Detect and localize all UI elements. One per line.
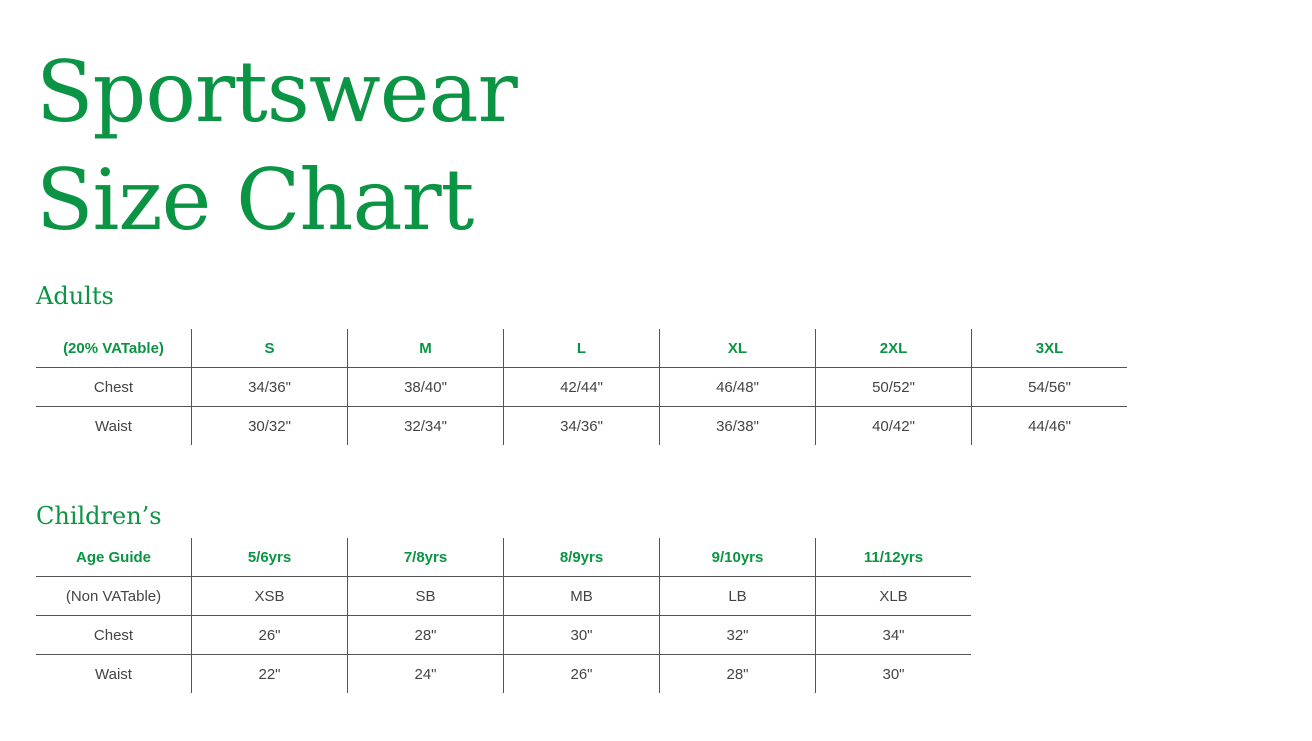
table-row: Waist 30/32" 32/34" 34/36" 36/38" 40/42" 44/46… bbox=[36, 406, 1127, 445]
column-header: 2XL bbox=[815, 329, 972, 368]
table-cell: SB bbox=[347, 576, 504, 616]
table-cell: 34/36" bbox=[191, 367, 348, 407]
children-size-table: Age Guide 5/6yrs 7/8yrs 8/9yrs 9/10yrs 11/12y… bbox=[36, 538, 971, 693]
table-header-row: Age Guide 5/6yrs 7/8yrs 8/9yrs 9/10yrs 11/12y… bbox=[36, 538, 971, 577]
table-cell: 24" bbox=[347, 654, 504, 693]
title-line-2: Size Chart bbox=[36, 151, 474, 249]
row-label: Chest bbox=[36, 367, 192, 407]
table-cell: 28" bbox=[347, 615, 504, 655]
table-cell: 30" bbox=[815, 654, 971, 693]
table-cell: 28" bbox=[659, 654, 816, 693]
column-header: 11/12yrs bbox=[815, 538, 971, 577]
row-label: Waist bbox=[36, 406, 192, 445]
adults-size-table: (20% VATable) S M L XL 2XL 3XL Chest 34/36" 38/40… bbox=[36, 329, 1127, 445]
table-header-row: (20% VATable) S M L XL 2XL 3XL bbox=[36, 329, 1127, 368]
table-cell: 34" bbox=[815, 615, 971, 655]
column-header: L bbox=[503, 329, 660, 368]
table-cell: LB bbox=[659, 576, 816, 616]
table-cell: XLB bbox=[815, 576, 971, 616]
title-line-1: Sportswear bbox=[36, 43, 518, 141]
column-header: S bbox=[191, 329, 348, 368]
column-header: (20% VATable) bbox=[63, 339, 164, 357]
table-cell: 42/44" bbox=[503, 367, 660, 407]
table-cell: 30" bbox=[503, 615, 660, 655]
table-cell: 40/42" bbox=[815, 406, 972, 445]
column-header: M bbox=[347, 329, 504, 368]
column-header: XL bbox=[659, 329, 816, 368]
table-cell: 32" bbox=[659, 615, 816, 655]
table-cell: 54/56" bbox=[971, 367, 1127, 407]
column-header: 9/10yrs bbox=[659, 538, 816, 577]
table-cell: 44/46" bbox=[971, 406, 1127, 445]
page-title: Sportswear Size Chart bbox=[36, 38, 518, 254]
column-header: 7/8yrs bbox=[347, 538, 504, 577]
column-header: 3XL bbox=[971, 329, 1127, 368]
table-cell: 36/38" bbox=[659, 406, 816, 445]
row-label: (Non VATable) bbox=[36, 576, 192, 616]
children-heading: Children’s bbox=[36, 502, 162, 530]
table-row: (Non VATable) XSB SB MB LB XLB bbox=[36, 576, 971, 616]
table-row: Chest 26" 28" 30" 32" 34" bbox=[36, 615, 971, 655]
table-cell: 46/48" bbox=[659, 367, 816, 407]
column-header: Age Guide bbox=[75, 548, 151, 566]
table-cell: MB bbox=[503, 576, 660, 616]
table-cell: 50/52" bbox=[815, 367, 972, 407]
table-cell: 22" bbox=[191, 654, 348, 693]
table-cell: 32/34" bbox=[347, 406, 504, 445]
table-cell: XSB bbox=[191, 576, 348, 616]
row-label: Chest bbox=[36, 615, 192, 655]
table-row: Waist 22" 24" 26" 28" 30" bbox=[36, 654, 971, 693]
adults-heading: Adults bbox=[36, 282, 114, 310]
table-row: Chest 34/36" 38/40" 42/44" 46/48" 50/52" 54/56… bbox=[36, 367, 1127, 407]
table-cell: 34/36" bbox=[503, 406, 660, 445]
table-cell: 26" bbox=[503, 654, 660, 693]
table-cell: 38/40" bbox=[347, 367, 504, 407]
table-cell: 26" bbox=[191, 615, 348, 655]
table-cell: 30/32" bbox=[191, 406, 348, 445]
row-label: Waist bbox=[36, 654, 192, 693]
column-header: 5/6yrs bbox=[191, 538, 348, 577]
column-header: 8/9yrs bbox=[503, 538, 660, 577]
